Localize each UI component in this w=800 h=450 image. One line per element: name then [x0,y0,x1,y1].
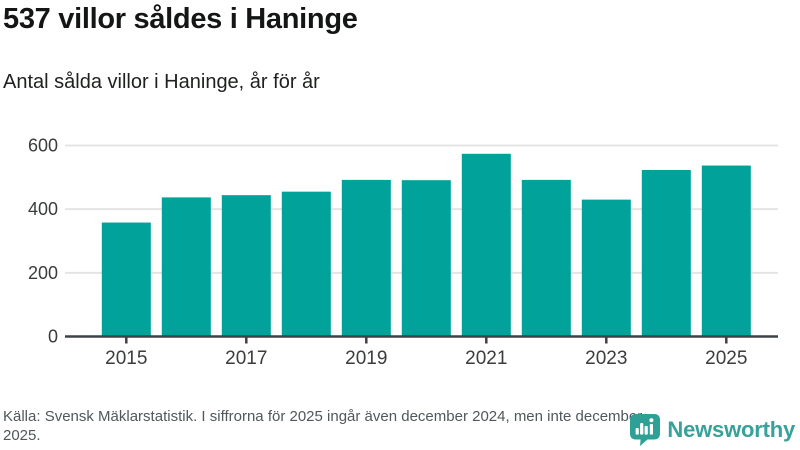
y-axis-tick-label: 0 [48,327,58,347]
x-axis-tick-label: 2023 [585,348,627,369]
x-axis-tick-label: 2017 [225,348,267,369]
page-title: 537 villor såldes i Haninge [3,3,358,35]
x-axis-tick-label: 2019 [345,348,387,369]
y-axis-tick-label: 600 [28,136,58,156]
bar-2019 [341,179,391,337]
bar-2022 [521,179,571,337]
source-note: Källa: Svensk Mäklarstatistik. I siffror… [3,408,643,444]
x-axis-tick-label: 2021 [465,348,507,369]
bar-2023 [581,199,631,337]
bar-2016 [161,197,211,337]
newsworthy-wordmark: Newsworthy [667,417,795,442]
newsworthy-bubble-icon [630,414,661,446]
bar-2025 [701,165,751,337]
bar-2018 [281,191,331,337]
y-axis-tick-label: 200 [28,263,58,283]
bar-chart: 0 200 400 600 2015 2017 2019 2021 2023 2025 [28,136,778,369]
bar-2020 [401,180,451,337]
x-axis-tick-label: 2015 [105,348,147,369]
chart-subtitle: Antal sålda villor i Haninge, år för år [3,71,320,93]
bar-2017 [221,195,271,337]
bar-2015 [101,222,151,337]
newsworthy-logo: Newsworthy [630,414,795,446]
y-axis-tick-label: 400 [28,199,58,219]
x-axis-tick-label: 2025 [705,348,747,369]
bar-2024 [641,170,691,337]
bar-2021 [461,153,511,337]
